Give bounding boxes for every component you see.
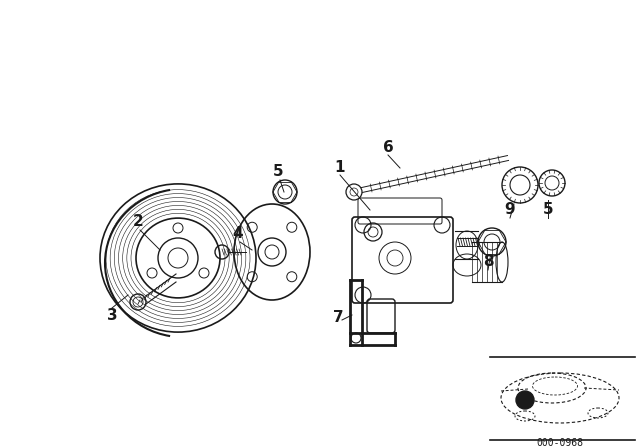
Text: 8: 8 [483, 254, 493, 270]
Text: 3: 3 [107, 309, 117, 323]
Text: 5: 5 [543, 202, 554, 217]
Text: 2: 2 [132, 215, 143, 229]
Text: 5: 5 [273, 164, 284, 180]
Text: 4: 4 [233, 227, 243, 241]
Text: 7: 7 [333, 310, 343, 326]
Text: 000-0968: 000-0968 [536, 438, 584, 448]
Text: 6: 6 [383, 141, 394, 155]
Circle shape [516, 391, 534, 409]
Text: 1: 1 [335, 160, 345, 176]
Text: 9: 9 [505, 202, 515, 217]
